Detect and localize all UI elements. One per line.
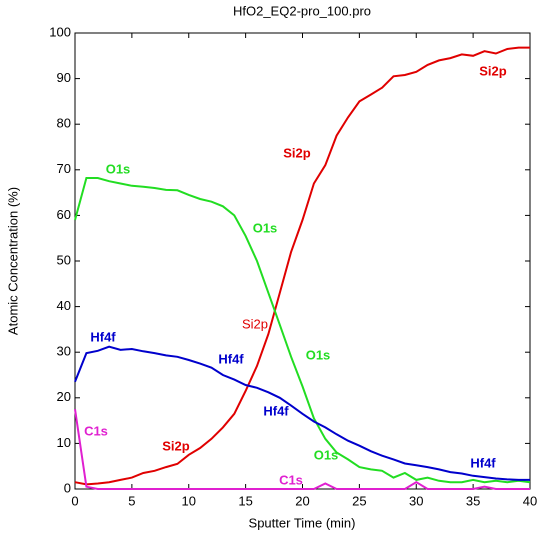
annotation: Hf4f [470, 455, 496, 470]
annotation: Si2p [242, 316, 268, 331]
y-tick-label: 70 [57, 161, 71, 176]
x-tick-label: 20 [295, 493, 309, 508]
annotation: Hf4f [218, 351, 244, 366]
y-tick-label: 30 [57, 344, 71, 359]
x-tick-label: 15 [238, 493, 252, 508]
annotation: Si2p [162, 438, 190, 453]
series-line [74, 409, 530, 490]
annotation: Hf4f [90, 329, 116, 344]
annotation: O1s [306, 347, 331, 362]
plot-frame [74, 32, 531, 490]
annotation: Si2p [479, 63, 507, 78]
x-tick-label: 5 [128, 493, 135, 508]
annotation: Hf4f [263, 403, 289, 418]
series-line [74, 46, 530, 486]
y-tick-label: 50 [57, 252, 71, 267]
y-tick-label: 40 [57, 298, 71, 313]
series-line [74, 177, 531, 484]
x-tick-label: 25 [352, 493, 366, 508]
series-line [74, 345, 530, 481]
x-axis-label: Sputter Time (min) [249, 515, 356, 530]
y-tick-label: 20 [57, 389, 71, 404]
annotation: C1s [279, 472, 303, 487]
y-tick-label: 100 [49, 24, 71, 39]
y-tick-label: 80 [57, 116, 71, 131]
y-tick-label: 0 [64, 480, 71, 495]
y-tick-label: 10 [57, 435, 71, 450]
annotation: O1s [253, 220, 278, 235]
x-tick-label: 35 [466, 493, 480, 508]
x-tick-label: 0 [71, 493, 78, 508]
annotation: O1s [314, 447, 339, 462]
chart-title: HfO2_EQ2-pro_100.pro [233, 3, 371, 18]
annotation: C1s [84, 423, 108, 438]
annotation: O1s [106, 161, 131, 176]
annotation: Si2p [283, 145, 311, 160]
x-tick-label: 30 [409, 493, 423, 508]
y-axis-label: Atomic Concentration (%) [5, 187, 20, 335]
x-tick-label: 10 [182, 493, 196, 508]
x-tick-label: 40 [523, 493, 537, 508]
y-tick-label: 60 [57, 207, 71, 222]
y-tick-label: 90 [57, 70, 71, 85]
